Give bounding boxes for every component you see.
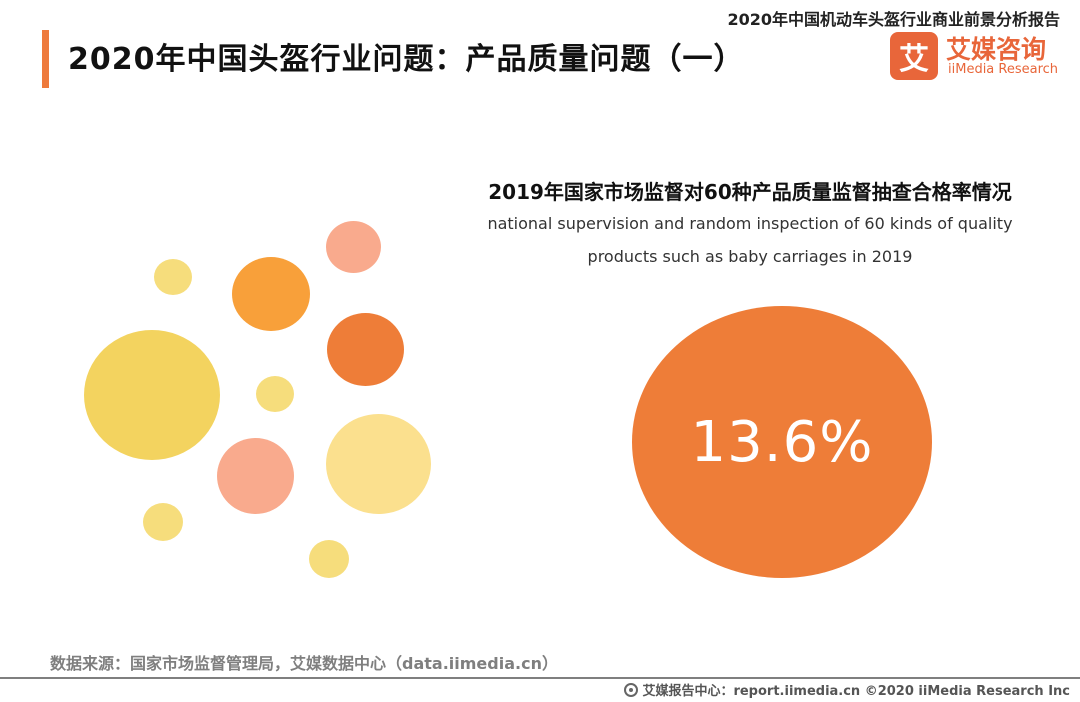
footer: 艾媒报告中心：report.iimedia.cn ©2020 iiMedia R…	[624, 680, 1070, 699]
footer-site-text: 艾媒报告中心：report.iimedia.cn ©2020 iiMedia R…	[642, 684, 1070, 699]
report-title: 2020年中国机动车头盔行业商业前景分析报告	[727, 10, 1060, 29]
chart-subtitle-line1: national supervision and random inspecti…	[487, 214, 1013, 233]
footer-divider	[0, 677, 1080, 679]
decorative-bubble	[326, 414, 431, 514]
page-title: 2020年中国头盔行业问题：产品质量问题（一）	[68, 42, 745, 77]
decorative-bubble	[217, 438, 294, 514]
chart-subtitle-line2: products such as baby carriages in 2019	[587, 247, 913, 266]
decorative-bubble	[143, 503, 183, 541]
logo-name-cn: 艾媒咨询	[946, 35, 1047, 64]
chart-title: 2019年国家市场监督对60种产品质量监督抽查合格率情况	[488, 180, 1012, 204]
logo-mark: 艾	[890, 32, 938, 80]
stat-circle: 13.6%	[632, 306, 932, 578]
pass-rate-value: 13.6%	[690, 409, 874, 475]
title-accent-bar	[42, 30, 49, 88]
decorative-bubble	[84, 330, 220, 460]
decorative-bubble	[232, 257, 310, 331]
data-source: 数据来源：国家市场监督管理局，艾媒数据中心（data.iimedia.cn）	[50, 654, 558, 673]
decorative-bubble	[154, 259, 192, 295]
globe-icon	[624, 682, 639, 697]
decorative-bubble	[309, 540, 349, 578]
decorative-bubble	[327, 313, 404, 386]
decorative-bubble	[326, 221, 381, 273]
decorative-bubble	[256, 376, 294, 412]
logo-name-en: iiMedia Research	[948, 62, 1059, 77]
iimedia-logo: 艾 艾媒咨询 iiMedia Research	[886, 30, 1066, 82]
